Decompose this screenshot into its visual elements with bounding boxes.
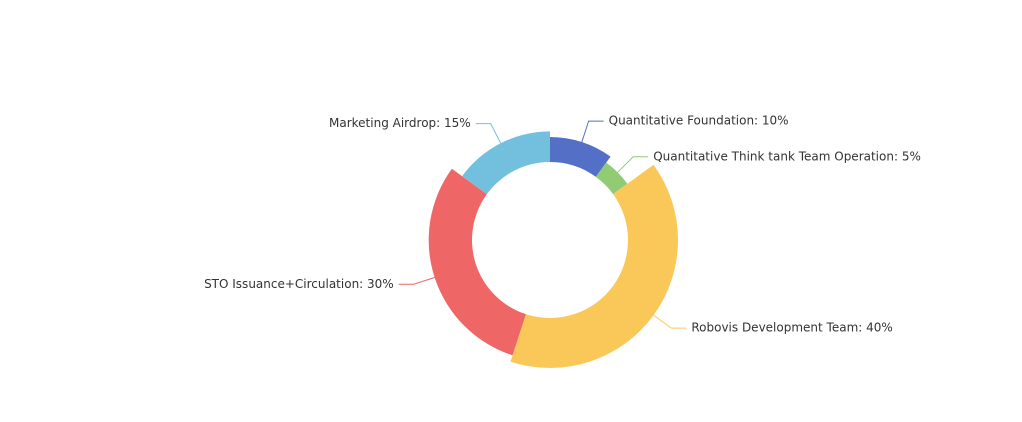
pie-slice	[510, 164, 679, 368]
leader-line	[650, 312, 687, 329]
leader-line	[398, 275, 439, 285]
leader-line	[475, 123, 503, 148]
leader-line	[614, 156, 649, 176]
slice-label: STO Issuance+Circulation: 30%	[204, 277, 394, 291]
slice-label: Quantitative Foundation: 10%	[609, 114, 789, 128]
slice-label: Robovis Development Team: 40%	[691, 321, 892, 335]
slice-label: Marketing Airdrop: 15%	[329, 116, 471, 130]
pie-slice	[462, 131, 550, 195]
pie-slice	[595, 162, 628, 195]
leader-line	[580, 120, 604, 146]
pie-slice	[550, 137, 611, 177]
pie-slice	[428, 168, 526, 356]
slice-label: Quantitative Think tank Team Operation: …	[653, 149, 921, 163]
